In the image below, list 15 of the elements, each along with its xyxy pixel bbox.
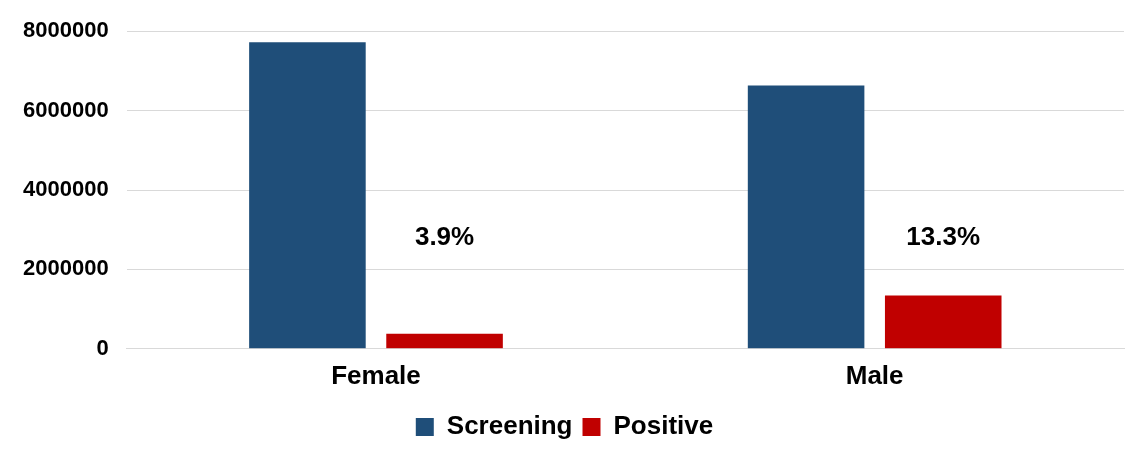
x-tick-label: Male [845,359,904,390]
y-tick-label: 4000000 [22,176,109,202]
legend-label: Positive [613,410,714,441]
y-tick-label: 6000000 [22,96,109,122]
y-tick-label: 2000000 [22,255,109,281]
legend-label: Screening [446,410,573,441]
annotation: 13.3% [906,220,981,251]
bar [386,333,503,349]
x-tick-label: Female [331,359,421,390]
y-tick-label: 0 [96,334,109,360]
annotation: 3.9% [414,220,475,251]
bar [747,85,865,349]
y-tick-label: 8000000 [22,17,109,43]
bar [249,42,366,349]
bar [884,295,1002,349]
